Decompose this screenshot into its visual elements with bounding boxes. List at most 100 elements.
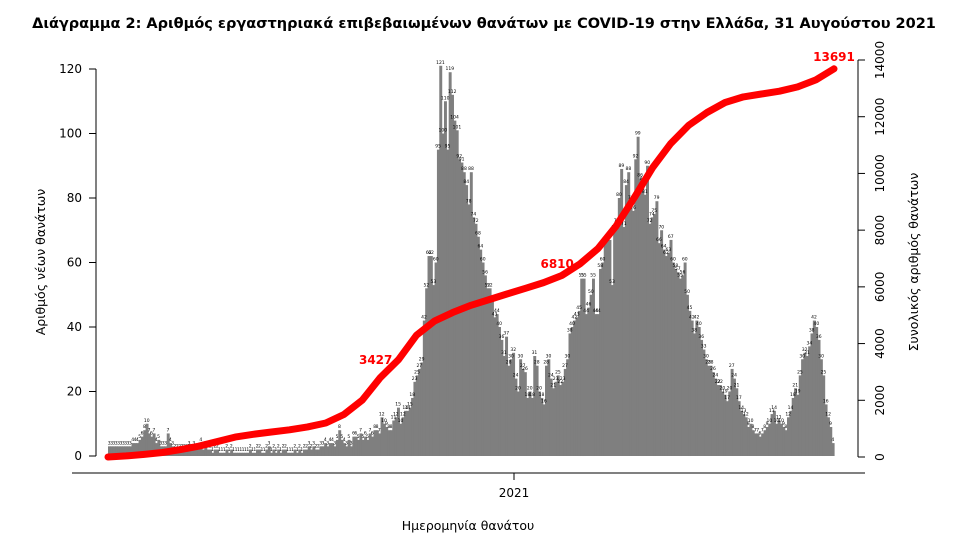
bar-label: 33 — [701, 344, 707, 350]
bar — [537, 391, 541, 456]
bar-label: 58 — [597, 263, 603, 269]
bar-label: 10 — [778, 418, 784, 424]
bar — [314, 449, 318, 456]
bar — [528, 391, 532, 456]
cumulative-point — [323, 420, 329, 426]
bar-label: 2 — [249, 444, 252, 450]
bar-label: 18 — [525, 392, 531, 398]
bar-label: 78 — [466, 198, 472, 204]
bar-label: 1 — [235, 447, 238, 453]
bar — [530, 397, 534, 456]
bar — [354, 436, 358, 456]
bar-label: 6 — [364, 431, 367, 437]
bar — [740, 410, 743, 456]
bar-label: 3 — [312, 440, 315, 446]
bar-label: 74 — [470, 211, 476, 217]
bar-label: 4 — [169, 437, 172, 443]
bar — [392, 420, 396, 456]
chart-title: Διάγραμμα 2: Αριθμός εργαστηριακά επιβεβ… — [32, 16, 936, 32]
bar — [183, 449, 187, 456]
bar-label: 5 — [347, 434, 350, 440]
bar-label: 1 — [232, 447, 235, 453]
bar-label: 3 — [115, 440, 118, 446]
bar — [157, 439, 161, 457]
bar-label: 24 — [548, 373, 554, 379]
bar — [117, 446, 121, 456]
bar-label: 18 — [409, 392, 415, 398]
bar-label: 1 — [296, 447, 299, 453]
bar — [340, 439, 344, 457]
bar — [535, 365, 539, 456]
bar — [596, 314, 600, 456]
bar — [396, 407, 400, 457]
bar — [728, 391, 732, 456]
bar-label: 25 — [821, 369, 827, 375]
bar-label: 3 — [307, 440, 310, 446]
bar — [758, 436, 762, 456]
bar — [406, 410, 410, 456]
bar — [634, 159, 638, 457]
bar-label: 6 — [352, 431, 355, 437]
bar — [413, 381, 417, 456]
bar — [824, 404, 828, 456]
y2-tick-label: 0 — [873, 453, 887, 461]
bar-label: 86 — [637, 173, 643, 179]
bar — [716, 385, 720, 456]
bar — [246, 452, 250, 456]
cumulative-point — [178, 447, 184, 453]
bar-label: 2 — [277, 444, 280, 450]
bar-label: 2 — [225, 444, 228, 450]
bar — [822, 375, 826, 457]
bar-label: 57 — [675, 266, 681, 272]
bar — [345, 446, 349, 456]
cumulative-point — [268, 429, 274, 435]
bar-label: 3 — [108, 440, 111, 446]
cumulative-annotation: 13691 — [813, 50, 855, 64]
bar-label: 7 — [359, 427, 362, 433]
bar — [761, 433, 765, 456]
bar — [493, 317, 497, 456]
bar — [251, 452, 255, 456]
bar-label: 40 — [496, 321, 502, 327]
bar — [533, 356, 537, 456]
bar-label: 27 — [520, 363, 526, 369]
bar-label: 12 — [743, 411, 749, 417]
bar-label: 32 — [510, 347, 516, 353]
bar-label: 81 — [642, 189, 648, 195]
y-axis-ticks: 0 20 40 60 80 100 120 — [59, 62, 96, 463]
bar-label: 16 — [541, 398, 547, 404]
bar — [267, 446, 271, 456]
bar-label: 3 — [110, 440, 113, 446]
bar-label: 3 — [162, 440, 165, 446]
bar-label: 30 — [799, 353, 805, 359]
bar — [488, 288, 492, 456]
bar-label: 1 — [244, 447, 247, 453]
bar-label: 8 — [763, 424, 766, 430]
bar-label: 10 — [774, 418, 780, 424]
bar — [434, 262, 438, 456]
bar-label: 40 — [814, 321, 820, 327]
bar — [643, 194, 647, 456]
bar-label: 88 — [468, 166, 474, 172]
bar-label: 16 — [823, 398, 829, 404]
bar-label: 64 — [478, 244, 484, 250]
bar — [622, 227, 626, 456]
bar — [812, 320, 816, 456]
bar-label: 15 — [407, 402, 413, 408]
bar-label: 2 — [282, 444, 285, 450]
bar-label: 34 — [806, 340, 812, 346]
bar-label: 2 — [303, 444, 306, 450]
bar — [467, 204, 471, 456]
cumulative-point — [196, 443, 202, 449]
bar-label: 9 — [747, 421, 750, 427]
bar — [688, 310, 692, 457]
bar-label: 15 — [395, 402, 401, 408]
cumulative-point — [305, 424, 311, 430]
bar-label: 1 — [275, 447, 278, 453]
bar — [126, 446, 130, 456]
y2-tick-label: 4000 — [873, 328, 887, 359]
bar-label: 72 — [473, 218, 479, 224]
bar — [545, 365, 548, 456]
bar — [303, 449, 306, 456]
bar-label: 88 — [626, 166, 632, 172]
